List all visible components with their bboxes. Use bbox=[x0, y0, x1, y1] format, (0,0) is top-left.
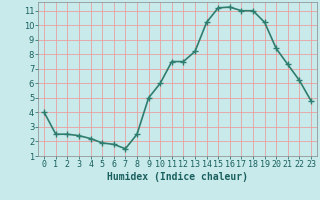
X-axis label: Humidex (Indice chaleur): Humidex (Indice chaleur) bbox=[107, 172, 248, 182]
